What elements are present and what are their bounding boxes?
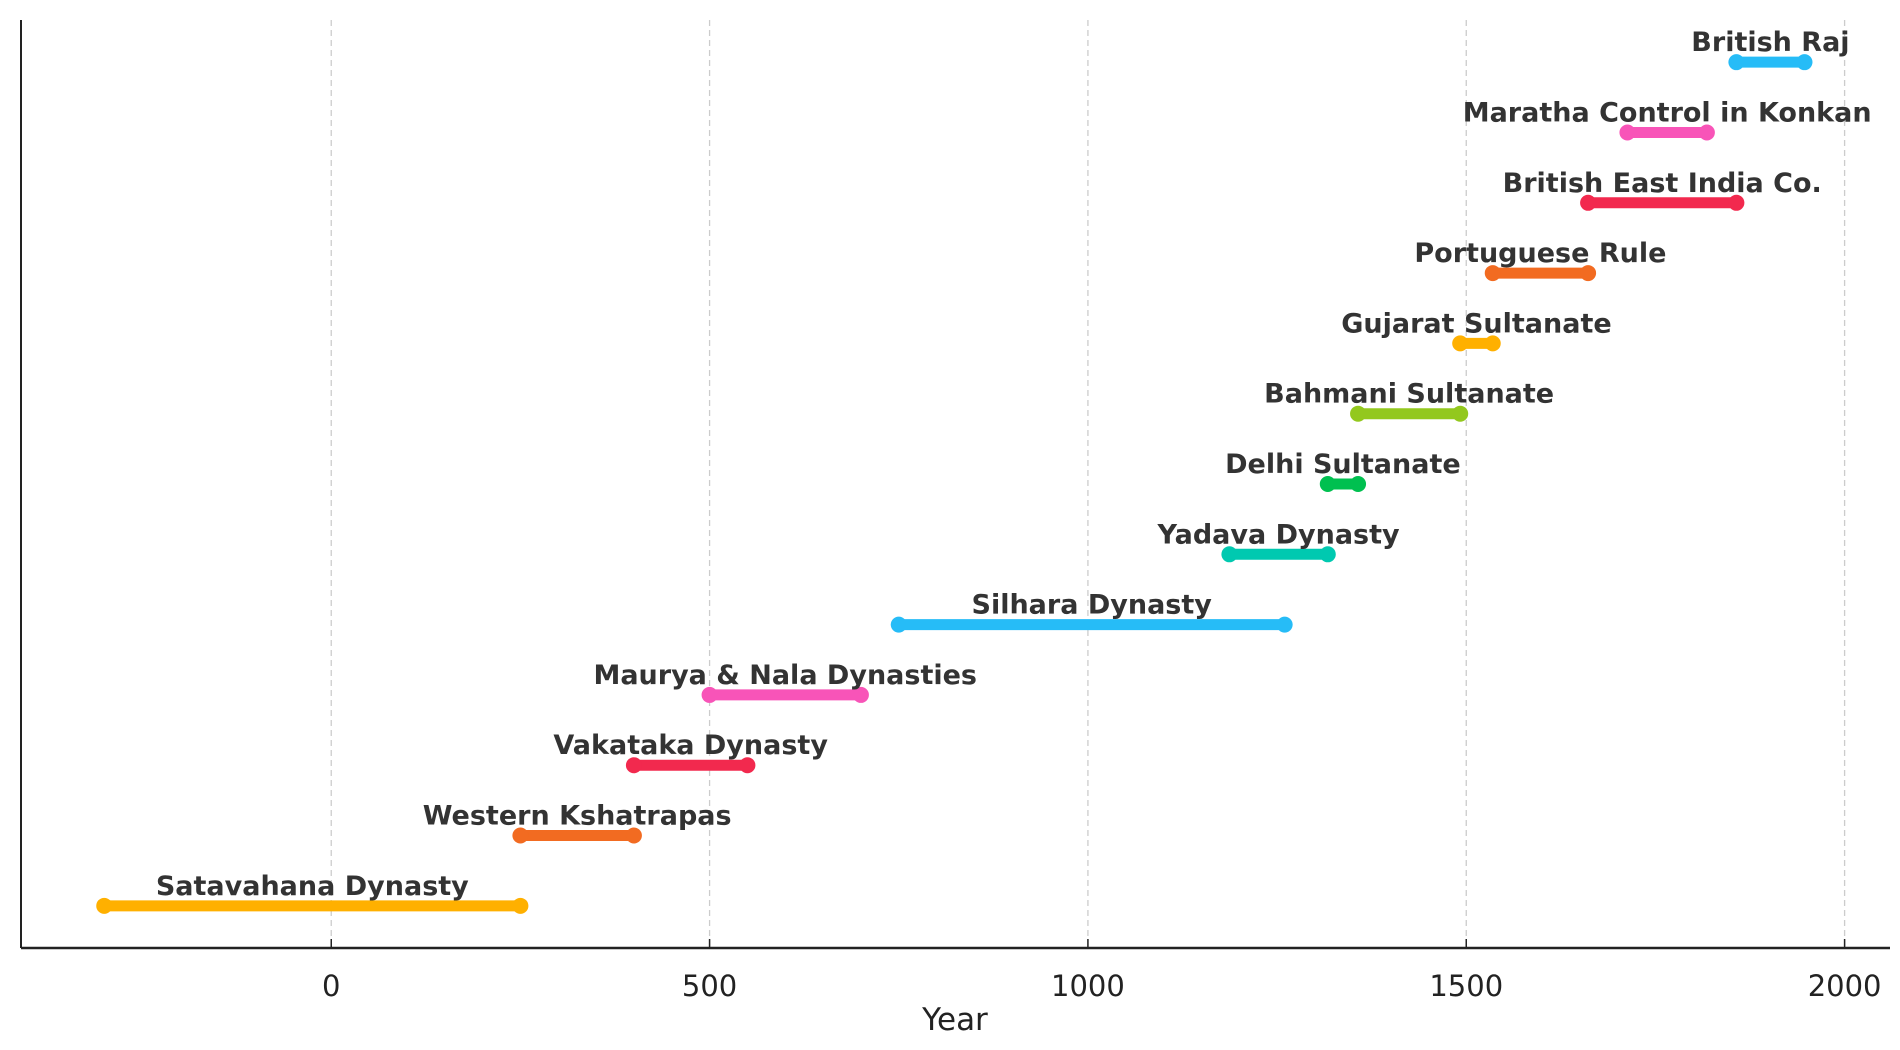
start-marker: [1221, 546, 1238, 563]
timeline-item: Silhara Dynasty: [890, 590, 1293, 633]
end-marker: [625, 827, 642, 844]
timeline-item: Bahmani Sultanate: [1264, 379, 1554, 422]
end-marker: [1484, 335, 1501, 352]
x-tick-label: 0: [322, 969, 340, 1003]
period-label: Western Kshatrapas: [423, 801, 732, 832]
period-label: Bahmani Sultanate: [1264, 379, 1554, 410]
end-marker: [1452, 405, 1469, 422]
x-tick-label: 1000: [1051, 969, 1125, 1003]
start-marker: [1728, 54, 1745, 71]
timeline-item: Satavahana Dynasty: [96, 871, 529, 914]
timeline-item: Western Kshatrapas: [423, 801, 732, 844]
timeline-item: Delhi Sultanate: [1225, 449, 1461, 492]
end-marker: [1580, 265, 1597, 282]
end-marker: [739, 757, 756, 774]
timeline-item: Maratha Control in Konkan: [1463, 97, 1872, 141]
start-marker: [512, 827, 529, 844]
period-label: Gujarat Sultanate: [1341, 308, 1611, 339]
end-marker: [852, 686, 869, 703]
start-marker: [96, 897, 113, 914]
start-marker: [1350, 405, 1367, 422]
x-tick-label: 500: [682, 969, 737, 1003]
x-tick-label: 2000: [1808, 969, 1882, 1003]
start-marker: [1619, 124, 1636, 141]
end-marker: [1796, 54, 1813, 71]
timeline-item: Gujarat Sultanate: [1341, 308, 1612, 352]
start-marker: [625, 757, 642, 774]
end-marker: [1350, 476, 1367, 492]
start-marker: [1452, 335, 1469, 352]
timeline-item: Portuguese Rule: [1414, 238, 1666, 282]
timeline-bars: Satavahana Dynasty Western Kshatrapas Vaka…: [96, 27, 1872, 914]
end-marker: [1698, 124, 1715, 141]
period-label: Portuguese Rule: [1414, 238, 1666, 269]
x-axis-label: Year: [921, 1002, 988, 1038]
period-label: Silhara Dynasty: [972, 590, 1213, 621]
end-marker: [512, 897, 529, 914]
period-label: Maurya & Nala Dynasties: [593, 660, 977, 691]
timeline-item: Yadava Dynasty: [1157, 519, 1400, 563]
timeline-item: Vakataka Dynasty: [553, 730, 828, 774]
timeline-item: British East India Co.: [1503, 168, 1822, 211]
timeline-item: British Raj: [1691, 27, 1850, 71]
start-marker: [1319, 476, 1336, 492]
end-marker: [1728, 194, 1745, 211]
end-marker: [1276, 616, 1293, 633]
period-label: Maratha Control in Konkan: [1463, 97, 1872, 128]
period-label: British Raj: [1691, 27, 1849, 58]
end-marker: [1319, 546, 1336, 563]
timeline-item: Maurya & Nala Dynasties: [593, 660, 977, 703]
start-marker: [890, 616, 907, 633]
axes: 0 500 1000 1500 2000: [20, 20, 1890, 1003]
start-marker: [1580, 194, 1597, 211]
grid: [330, 20, 1846, 948]
start-marker: [1484, 265, 1501, 282]
period-label: Vakataka Dynasty: [553, 730, 828, 761]
period-label: Satavahana Dynasty: [156, 871, 469, 902]
start-marker: [701, 686, 718, 703]
period-label: Yadava Dynasty: [1157, 519, 1400, 550]
period-label: Delhi Sultanate: [1225, 449, 1461, 480]
period-label: British East India Co.: [1503, 168, 1822, 199]
x-tick-label: 1500: [1429, 969, 1503, 1003]
